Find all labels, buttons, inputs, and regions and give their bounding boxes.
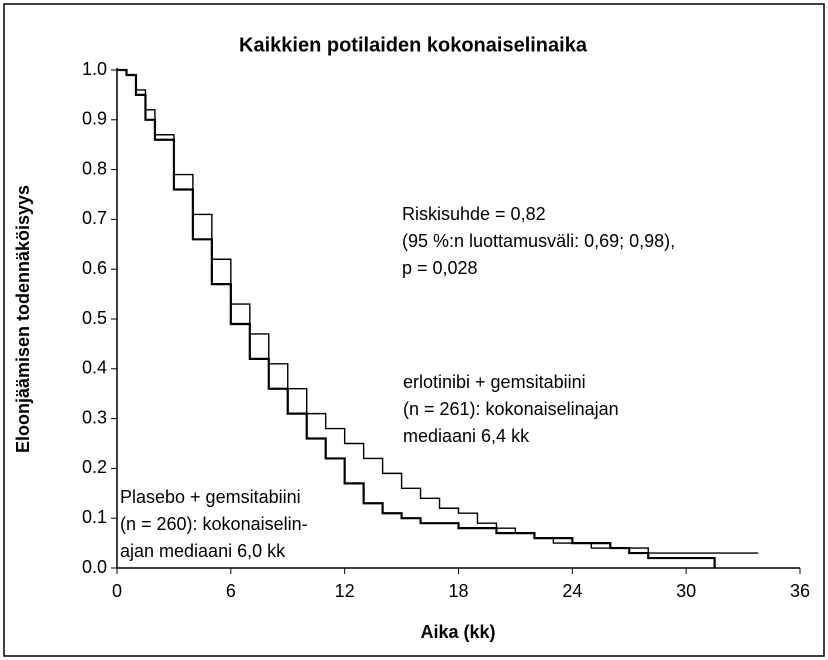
y-tick-label: 0.7 [82,208,107,228]
y-tick-label: 0.3 [82,407,107,427]
y-axis-label: Eloonjäämisen todennäköisyys [13,185,33,453]
frame [3,3,825,657]
y-tick-label: 1.0 [82,59,107,79]
y-tick-label: 0.0 [82,557,107,577]
x-tick-label: 36 [790,581,810,601]
chart-title: Kaikkien potilaiden kokonaiselinaika [239,34,588,56]
x-tick-label: 30 [676,581,696,601]
y-tick-label: 0.5 [82,308,107,328]
annotation: Plasebo + gemsitabiini [120,487,301,507]
x-tick-label: 6 [226,581,236,601]
y-tick-label: 0.2 [82,457,107,477]
x-tick-label: 18 [448,581,468,601]
x-tick-label: 12 [335,581,355,601]
annotation: (95 %:n luottamusväli: 0,69; 0,98), [402,231,675,251]
y-tick-label: 0.8 [82,158,107,178]
annotation: erlotinibi + gemsitabiini [403,372,586,392]
annotation: ajan mediaani 6,0 kk [120,541,286,561]
y-tick-label: 0.4 [82,358,107,378]
annotation: (n = 261): kokonaiselinajan [403,399,619,419]
annotation: p = 0,028 [402,258,478,278]
annotation: Riskisuhde = 0,82 [402,204,546,224]
annotation: mediaani 6,4 kk [403,426,530,446]
annotation: (n = 260): kokonaiselin- [120,514,308,534]
y-tick-label: 0.1 [82,507,107,527]
x-axis-label: Aika (kk) [420,622,495,642]
y-tick-label: 0.9 [82,109,107,129]
survival-curve [117,68,716,568]
y-tick-label: 0.6 [82,258,107,278]
x-tick-label: 0 [112,581,122,601]
x-tick-label: 24 [562,581,582,601]
